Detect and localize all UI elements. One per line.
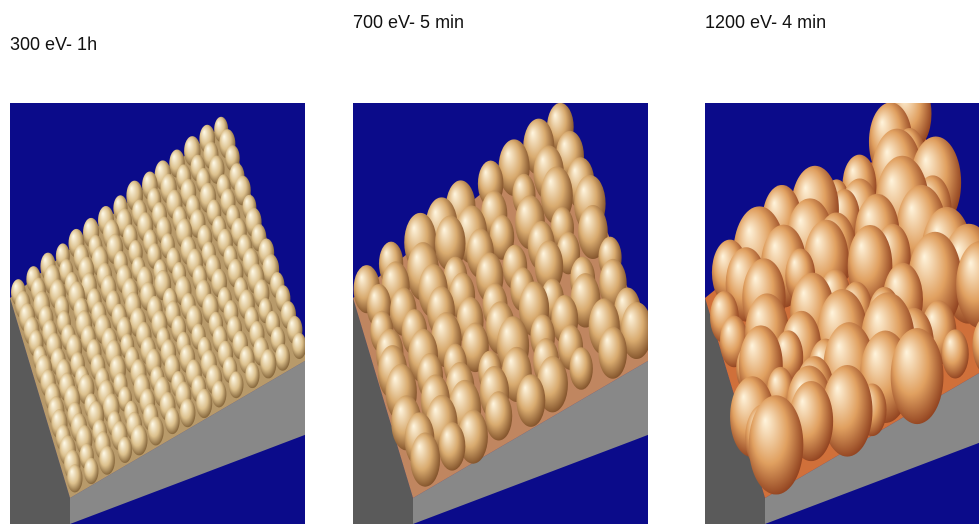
surface-peak	[578, 205, 608, 260]
surface-peak	[410, 432, 441, 487]
surface-peak	[822, 365, 873, 457]
surface-peak	[516, 374, 546, 427]
surface-peak	[972, 321, 979, 370]
surface-peak	[292, 332, 305, 359]
surface-peak	[83, 457, 99, 485]
surface-peak	[211, 380, 227, 408]
surface-peak	[598, 326, 627, 379]
side-wall	[70, 360, 305, 524]
surface-peak	[941, 329, 969, 379]
surface-peak	[179, 398, 196, 428]
surface-peak	[130, 424, 148, 456]
surface-peak	[196, 388, 213, 419]
surface-peak	[620, 301, 648, 359]
surface-peak	[956, 241, 979, 328]
side-wall	[353, 298, 413, 524]
surface-peak	[534, 240, 564, 293]
surface-peak	[890, 328, 944, 425]
afm-image	[353, 103, 648, 524]
panel-label: 700 eV- 5 min	[353, 12, 465, 32]
surface-peak	[438, 422, 466, 471]
surface-peak	[117, 436, 133, 463]
surface-peak	[569, 347, 593, 390]
surface-peak	[485, 391, 513, 441]
panel-label: 1200 eV- 4 min	[705, 12, 827, 32]
surface-peak	[147, 416, 164, 446]
surface-peak	[748, 395, 804, 495]
afm-image	[10, 103, 305, 524]
panel-label: 300 eV- 1h	[10, 34, 98, 54]
side-wall	[413, 360, 648, 524]
surface-peak	[489, 214, 515, 260]
afm-image	[705, 103, 979, 524]
surface-peak	[228, 371, 244, 399]
surface-peak	[164, 407, 180, 435]
side-wall	[10, 298, 70, 524]
surface-peak	[245, 362, 260, 389]
surface-peak	[260, 349, 277, 379]
surface-peak	[67, 464, 83, 493]
surface-peak	[458, 409, 488, 464]
surface-peak	[275, 343, 290, 371]
surface-peak	[98, 445, 115, 475]
